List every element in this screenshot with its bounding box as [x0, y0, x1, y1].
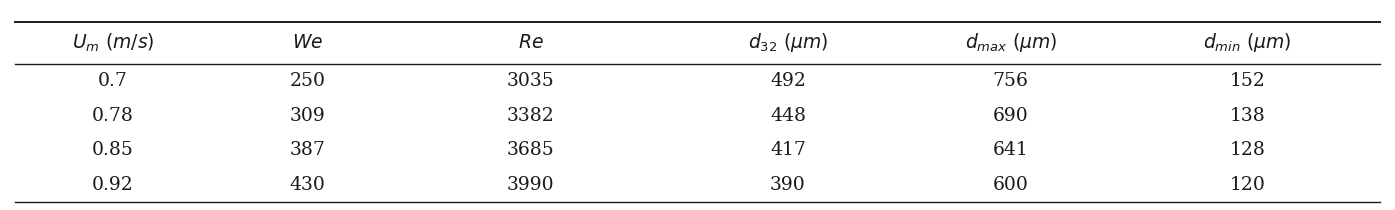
Text: $\mathit{Re}$: $\mathit{Re}$	[518, 34, 543, 52]
Text: 152: 152	[1229, 72, 1265, 90]
Text: 120: 120	[1229, 176, 1265, 194]
Text: 0.92: 0.92	[92, 176, 134, 194]
Text: 3990: 3990	[506, 176, 554, 194]
Text: 417: 417	[770, 141, 806, 159]
Text: 600: 600	[993, 176, 1028, 194]
Text: 448: 448	[770, 107, 806, 125]
Text: 128: 128	[1229, 141, 1265, 159]
Text: $\mathit{d}_{32}\ \mathit{(\mu m)}$: $\mathit{d}_{32}\ \mathit{(\mu m)}$	[748, 31, 829, 54]
Text: 690: 690	[993, 107, 1028, 125]
Text: 430: 430	[290, 176, 325, 194]
Text: 492: 492	[770, 72, 806, 90]
Text: 0.7: 0.7	[98, 72, 128, 90]
Text: $\mathit{d}_{min}\ \mathit{(\mu m)}$: $\mathit{d}_{min}\ \mathit{(\mu m)}$	[1204, 31, 1292, 54]
Text: 250: 250	[290, 72, 325, 90]
Text: 0.85: 0.85	[92, 141, 134, 159]
Text: 138: 138	[1229, 107, 1265, 125]
Text: 756: 756	[993, 72, 1028, 90]
Text: 3382: 3382	[506, 107, 554, 125]
Text: 309: 309	[290, 107, 325, 125]
Text: 0.78: 0.78	[92, 107, 134, 125]
Text: $\mathit{U}_{\mathit{m}}\ \mathit{(m/s)}$: $\mathit{U}_{\mathit{m}}\ \mathit{(m/s)}…	[71, 32, 153, 54]
Text: $\mathit{d}_{max}\ \mathit{(\mu m)}$: $\mathit{d}_{max}\ \mathit{(\mu m)}$	[964, 31, 1057, 54]
Text: 387: 387	[290, 141, 325, 159]
Text: 390: 390	[770, 176, 806, 194]
Text: 641: 641	[993, 141, 1028, 159]
Text: 3685: 3685	[506, 141, 554, 159]
Text: 3035: 3035	[506, 72, 554, 90]
Text: $\mathit{We}$: $\mathit{We}$	[292, 34, 324, 52]
